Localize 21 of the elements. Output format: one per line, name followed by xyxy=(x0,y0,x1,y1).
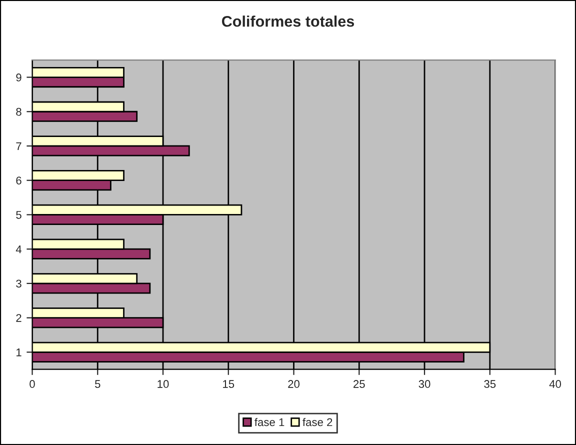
y-tick-label: 9 xyxy=(16,74,22,82)
legend-label: fase 1 xyxy=(254,418,284,426)
y-tick-label: 8 xyxy=(16,108,22,116)
x-tick-label: 5 xyxy=(94,380,100,388)
x-tick-label: 30 xyxy=(418,380,430,388)
x-tick-label: 15 xyxy=(223,380,234,388)
y-tick-label: 3 xyxy=(16,280,22,288)
chart-title: Coliformes totales xyxy=(222,16,354,27)
legend-label: fase 2 xyxy=(302,418,332,426)
y-tick-label: 2 xyxy=(16,314,22,322)
y-tick-label: 5 xyxy=(16,211,22,219)
y-tick-label: 7 xyxy=(16,142,22,150)
x-tick-label: 20 xyxy=(288,380,300,388)
y-tick-label: 6 xyxy=(16,176,22,184)
x-tick-label: 40 xyxy=(549,380,562,388)
x-tick-label: 0 xyxy=(30,380,35,388)
y-tick-label: 4 xyxy=(16,245,22,254)
x-tick-label: 35 xyxy=(484,380,496,388)
x-tick-label: 25 xyxy=(354,380,365,388)
y-tick-label: 1 xyxy=(16,348,22,356)
x-tick-label: 10 xyxy=(158,380,169,388)
